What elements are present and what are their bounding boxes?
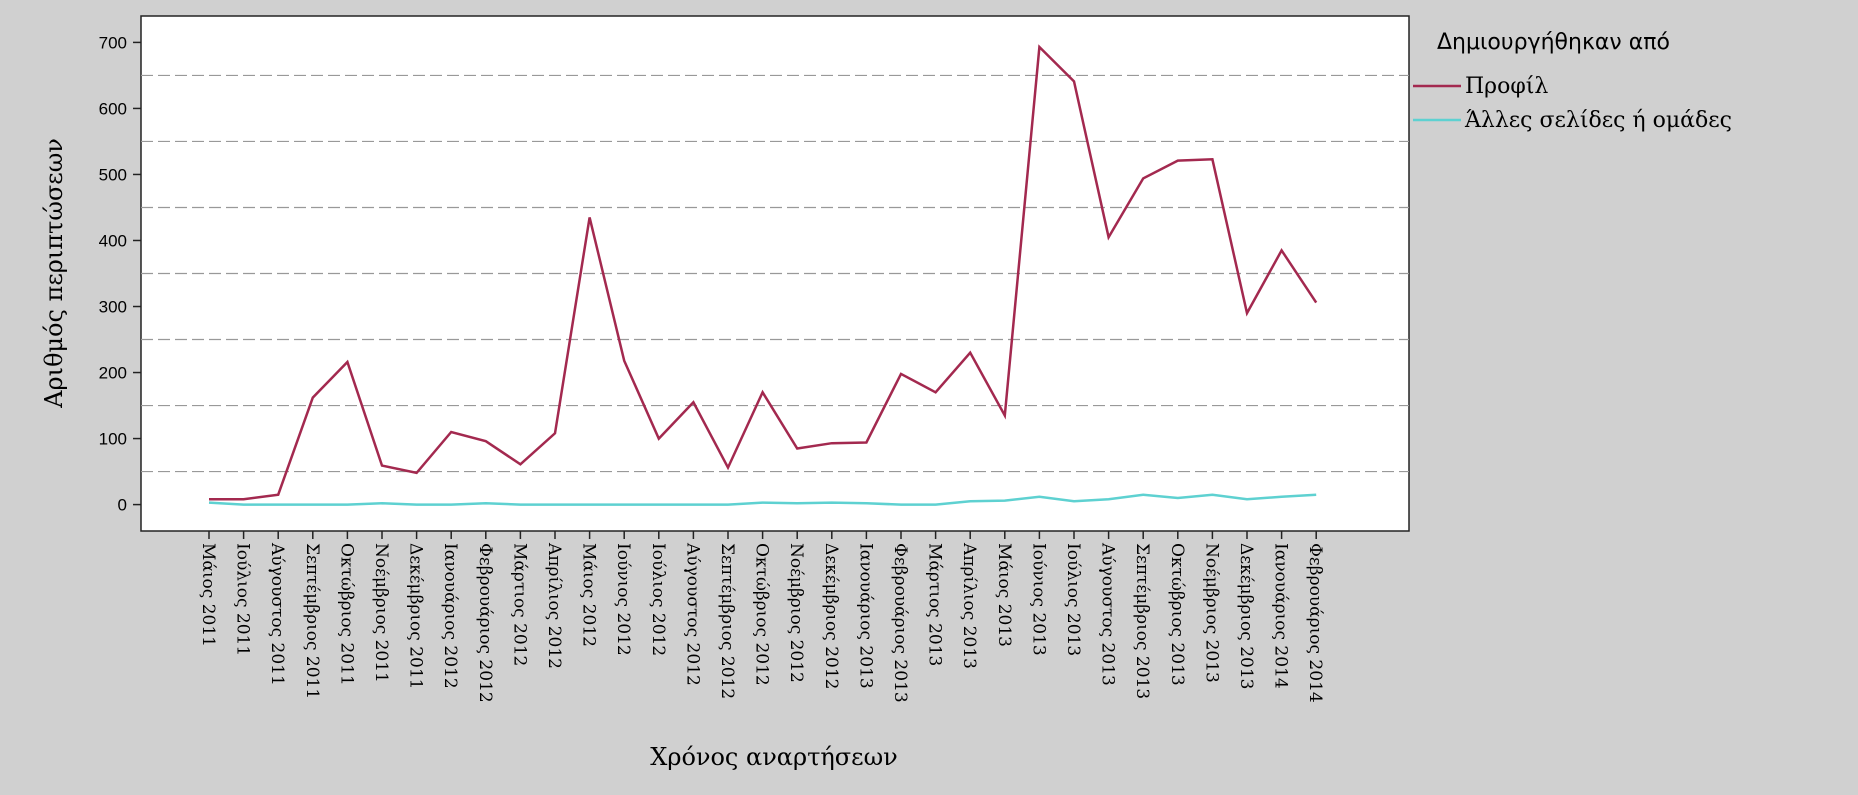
x-tick-label: Οκτώβριος 2012: [752, 543, 772, 686]
x-tick-label: Σεπτέμβριος 2011: [302, 543, 322, 699]
legend-label-profile: Προφίλ: [1465, 74, 1548, 99]
x-tick-label: Νοέμβριος 2012: [786, 543, 806, 683]
legend-label-other-pages: Άλλες σελίδες ή ομάδες: [1464, 108, 1732, 133]
y-tick-label: 400: [99, 231, 127, 250]
x-tick-label: Αύγουστος 2012: [682, 542, 702, 686]
x-axis: Μάιος 2011 Ιούλιος 2011 Αύγουστος 2011 Σεπτ…: [198, 531, 1325, 703]
x-tick-label: Φεβρουάριος 2012: [475, 543, 495, 703]
legend: Δημιουργήθηκαν από Προφίλ Άλλες σελίδες …: [1413, 30, 1732, 133]
series-line-profile: [209, 44, 1318, 501]
x-tick-label: Ιούνιος 2012: [613, 543, 633, 656]
y-tick-label: 0: [118, 496, 127, 515]
y-tick-label: 300: [99, 298, 127, 317]
x-tick-label: Σεπτέμβριος 2013: [1132, 543, 1152, 699]
x-tick-label: Μάιος 2012: [579, 543, 599, 647]
x-tick-label: Φεβρουάριος 2014: [1305, 543, 1325, 703]
x-tick-label: Ιούλιος 2012: [648, 543, 668, 656]
x-tick-label: Οκτώβριος 2011: [336, 543, 356, 686]
series-lines: [208, 44, 1318, 506]
x-tick-label: Αύγουστος 2011: [267, 542, 287, 686]
y-tick-label: 600: [99, 99, 127, 118]
x-tick-label: Ιανουάριος 2014: [1271, 543, 1291, 689]
x-tick-label: Δεκέμβριος 2011: [406, 543, 426, 689]
x-axis-title: Χρόνος αναρτήσεων: [650, 743, 898, 771]
x-tick-label: Μάιος 2011: [198, 543, 218, 647]
x-tick-label: Νοέμβριος 2011: [371, 543, 391, 683]
x-tick-label: Απρίλιος 2013: [959, 542, 979, 669]
y-axis-title: Αριθμός περιπτώσεων: [40, 138, 68, 409]
gridlines: [141, 74, 1409, 473]
x-tick-label: Ιούλιος 2013: [1063, 543, 1083, 656]
x-tick-label: Δεκέμβριος 2013: [1236, 543, 1256, 689]
x-tick-label: Ιούνιος 2013: [1028, 543, 1048, 656]
x-tick-label: Ιανουάριος 2013: [855, 543, 875, 689]
x-tick-label: Μάρτιος 2012: [509, 543, 529, 666]
legend-title: Δημιουργήθηκαν από: [1437, 30, 1670, 55]
y-tick-label: 100: [99, 430, 127, 449]
x-tick-label: Μάρτιος 2013: [925, 543, 945, 666]
x-tick-label: Ιανουάριος 2012: [440, 543, 460, 689]
y-tick-label: 200: [99, 364, 127, 383]
x-tick-label: Νοέμβριος 2013: [1201, 543, 1221, 683]
x-tick-label: Ιούλιος 2011: [233, 543, 253, 656]
x-tick-label: Σεπτέμβριος 2012: [717, 543, 737, 699]
y-tick-label: 500: [99, 165, 127, 184]
x-tick-label: Οκτώβριος 2013: [1167, 543, 1187, 686]
x-tick-label: Φεβρουάριος 2013: [890, 543, 910, 703]
y-axis: 0 100 200 300 400 500 600 700: [99, 33, 141, 515]
series-line-other-pages: [208, 493, 1317, 506]
x-tick-label: Αύγουστος 2013: [1098, 542, 1118, 686]
x-tick-label: Δεκέμβριος 2012: [821, 543, 841, 689]
y-tick-label: 700: [99, 33, 127, 52]
x-tick-label: Μάιος 2013: [994, 543, 1014, 647]
x-tick-label: Απρίλιος 2012: [544, 542, 564, 669]
